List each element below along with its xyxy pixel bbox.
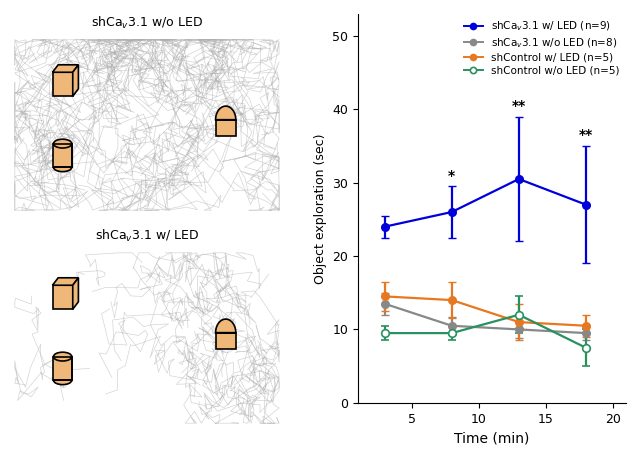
Y-axis label: Object exploration (sec): Object exploration (sec) [314, 133, 327, 284]
Polygon shape [52, 72, 73, 96]
Polygon shape [54, 144, 72, 167]
Polygon shape [215, 319, 236, 333]
Text: *: * [448, 169, 456, 183]
FancyBboxPatch shape [4, 27, 290, 223]
Text: **: ** [512, 99, 526, 113]
FancyBboxPatch shape [4, 240, 290, 436]
Ellipse shape [54, 376, 72, 385]
Text: **: ** [579, 128, 593, 142]
Polygon shape [215, 106, 236, 120]
Polygon shape [73, 278, 79, 309]
Polygon shape [52, 278, 79, 285]
X-axis label: Time (min): Time (min) [454, 431, 530, 445]
Ellipse shape [54, 163, 72, 172]
Polygon shape [52, 285, 73, 309]
Polygon shape [73, 65, 79, 96]
Title: shCa$_v$3.1 w/o LED: shCa$_v$3.1 w/o LED [91, 15, 203, 31]
Ellipse shape [54, 139, 72, 148]
Legend: shCa$_v$3.1 w/ LED (n=9), shCa$_v$3.1 w/o LED (n=8), shControl w/ LED (n=5), shC: shCa$_v$3.1 w/ LED (n=9), shCa$_v$3.1 w/… [460, 15, 624, 80]
Title: shCa$_v$3.1 w/ LED: shCa$_v$3.1 w/ LED [95, 228, 199, 244]
Ellipse shape [54, 352, 72, 361]
Polygon shape [54, 357, 72, 380]
Polygon shape [215, 120, 236, 137]
Polygon shape [215, 333, 236, 350]
Polygon shape [52, 65, 79, 72]
